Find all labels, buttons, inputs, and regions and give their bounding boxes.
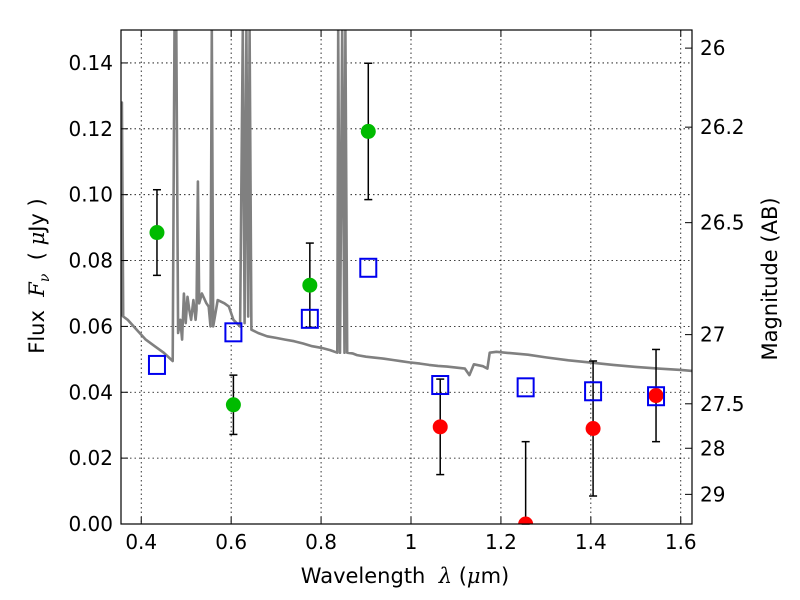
right-tick-label: 26.5 — [700, 211, 745, 235]
model-flux-square — [431, 375, 450, 396]
data-point — [518, 516, 534, 524]
right-tick-label: 26.2 — [700, 115, 745, 139]
tick-marks — [121, 30, 692, 525]
y-axis-title: Flux Fν ( μJy ) — [25, 198, 53, 353]
model-flux-square — [147, 354, 166, 375]
right-axis-title: Magnitude (AB) — [758, 197, 782, 360]
y-tick-label: 0.00 — [68, 512, 113, 536]
plot-frame — [120, 29, 693, 525]
x-tick-label: 1 — [405, 530, 418, 554]
model-flux-square — [359, 257, 378, 278]
right-tick-label: 27 — [700, 323, 725, 347]
model-flux-square — [647, 386, 666, 407]
data-point — [360, 123, 376, 139]
model-flux-square — [584, 381, 603, 402]
data-point — [302, 277, 318, 293]
x-tick-label: 1.4 — [575, 530, 607, 554]
right-tick-label: 28 — [700, 436, 725, 460]
right-tick-label: 26 — [700, 36, 725, 60]
x-axis-title: Wavelength λ (μm) — [301, 564, 509, 588]
right-tick-label: 29 — [700, 482, 725, 506]
error-bars-layer — [152, 62, 661, 525]
data-point — [149, 225, 165, 241]
y-tick-label: 0.14 — [68, 51, 113, 75]
model-spectrum-layer — [121, 30, 692, 377]
right-tick-label: 27.5 — [700, 392, 745, 416]
x-tick-label: 0.6 — [215, 530, 247, 554]
model-flux-square — [516, 377, 535, 398]
model-flux-square — [300, 308, 319, 329]
model-flux-square — [224, 322, 243, 343]
data-point — [585, 420, 601, 436]
x-tick-label: 0.8 — [305, 530, 337, 554]
y-tick-label: 0.10 — [68, 183, 113, 207]
y-tick-label: 0.04 — [68, 380, 113, 404]
y-tick-label: 0.02 — [68, 446, 113, 470]
data-point — [432, 419, 448, 435]
y-tick-label: 0.06 — [68, 314, 113, 338]
x-tick-labels: 0.4 0.6 0.8 1 1.2 1.4 1.6 — [125, 530, 696, 554]
y-tick-label: 0.08 — [68, 249, 113, 273]
y-tick-label: 0.12 — [68, 117, 113, 141]
model-spectrum-line — [121, 30, 692, 377]
data-point — [225, 397, 241, 413]
y-tick-labels: 0.00 0.02 0.04 0.06 0.08 0.10 0.12 0.14 — [68, 51, 113, 536]
data-point — [648, 388, 664, 404]
x-tick-label: 0.4 — [125, 530, 157, 554]
x-tick-label: 1.2 — [485, 530, 517, 554]
grid-lines — [121, 30, 692, 525]
x-tick-label: 1.6 — [665, 530, 697, 554]
data-markers-layer — [147, 123, 666, 524]
right-tick-labels: 26 26.2 26.5 27 27.5 28 29 — [700, 36, 745, 506]
